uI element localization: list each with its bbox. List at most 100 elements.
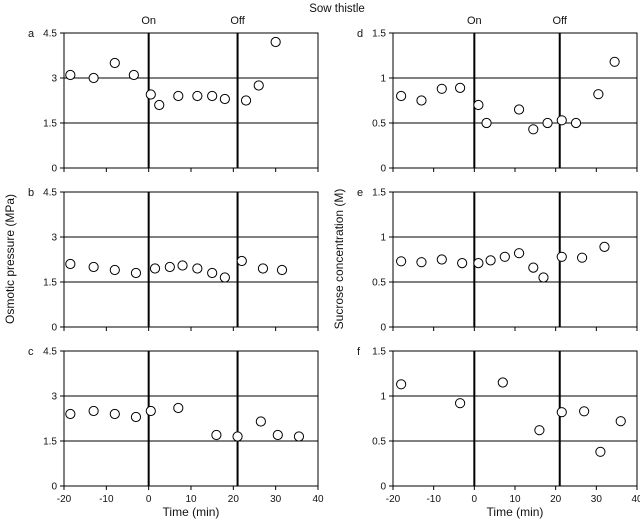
y-tick-label: 1.5	[43, 278, 57, 289]
data-point	[416, 95, 427, 106]
x-tick-label: 20	[228, 494, 240, 505]
data-point	[436, 83, 447, 94]
data-point	[270, 36, 281, 48]
panel-letter: c	[28, 346, 34, 358]
y-tick-label: 0.5	[372, 278, 386, 289]
data-point	[481, 117, 492, 129]
data-point	[128, 69, 139, 81]
panel-b: 0 1.5 3 4.5 b	[28, 187, 319, 334]
panel-a: 0 1.5 3 4.5 On Off a	[28, 15, 319, 175]
data-point	[396, 256, 407, 267]
plot-frame	[63, 350, 319, 487]
data-point	[556, 115, 567, 126]
data-point	[485, 255, 496, 266]
data-point	[253, 80, 264, 91]
x-tick-label: 30	[270, 494, 282, 505]
data-point	[528, 262, 539, 273]
plot-frame	[63, 32, 319, 169]
x-tick-label: 0	[472, 494, 478, 505]
plot-frame	[63, 191, 319, 328]
data-point	[130, 267, 142, 279]
y-tick-label: 0	[51, 164, 57, 175]
data-point	[473, 258, 484, 269]
data-point	[513, 104, 525, 115]
data-point	[293, 431, 305, 442]
data-point	[473, 99, 484, 111]
data-point	[255, 416, 266, 427]
plot-frame	[392, 350, 638, 487]
data-point	[513, 248, 525, 259]
data-point	[145, 405, 156, 417]
y-tick-label: 4.5	[43, 347, 57, 358]
data-point	[65, 408, 76, 420]
y-tick-label: 1.5	[43, 119, 57, 130]
x-tick-label: -20	[57, 494, 72, 505]
data-point	[497, 377, 508, 388]
data-point	[232, 431, 243, 442]
data-point	[236, 255, 247, 267]
y-tick-label: 3	[51, 233, 57, 244]
data-point	[416, 257, 427, 268]
on-label: On	[467, 15, 482, 27]
data-point	[556, 251, 567, 262]
data-point	[211, 429, 222, 441]
y-tick-label: 1	[380, 233, 386, 244]
panel-letter: a	[28, 28, 35, 40]
data-point	[538, 272, 549, 283]
left-y-axis-label: Osmotic pressure (MPa)	[3, 194, 17, 324]
x-tick-label: 40	[312, 494, 324, 505]
data-point	[534, 425, 545, 436]
y-tick-label: 1	[380, 392, 386, 403]
x-axis-label: Time (min)	[487, 505, 544, 519]
data-point	[164, 261, 175, 273]
plot-frame	[392, 191, 638, 328]
y-tick-label: 1	[380, 74, 386, 85]
data-point	[65, 69, 76, 81]
x-tick-label: 0	[146, 494, 152, 505]
y-tick-label: 0	[380, 323, 386, 334]
data-point	[570, 117, 582, 129]
data-point	[579, 406, 590, 417]
data-point	[177, 260, 188, 271]
data-point	[192, 90, 203, 102]
y-tick-label: 3	[51, 392, 57, 403]
data-point	[149, 263, 161, 274]
data-point	[109, 57, 120, 69]
data-point	[455, 82, 466, 94]
data-point	[556, 407, 567, 418]
data-point	[528, 124, 539, 135]
plot-frame	[392, 32, 638, 169]
data-point	[130, 411, 142, 423]
data-point	[65, 258, 76, 270]
y-tick-label: 0	[51, 482, 57, 493]
y-tick-label: 0	[380, 482, 386, 493]
on-label: On	[141, 15, 156, 27]
data-point	[455, 398, 466, 409]
data-point	[615, 416, 626, 427]
data-point	[257, 263, 269, 274]
data-point	[240, 95, 252, 106]
panel-letter: f	[357, 346, 361, 358]
data-point	[272, 429, 283, 441]
y-tick-label: 4.5	[43, 29, 57, 40]
data-point	[499, 251, 510, 262]
x-tick-label: -20	[386, 494, 401, 505]
x-tick-label: 40	[631, 494, 640, 505]
data-point	[192, 263, 203, 274]
y-tick-label: 0	[380, 164, 386, 175]
data-point	[457, 258, 468, 269]
panel-f: 0 0.5 1 1.5 -20 -10 0 10 20 30 40 f Time (min)	[357, 346, 640, 519]
data-point	[595, 446, 606, 457]
y-tick-label: 3	[51, 74, 57, 85]
data-point	[145, 89, 156, 100]
data-point	[154, 99, 165, 111]
data-point	[207, 90, 218, 102]
y-tick-label: 0.5	[372, 119, 386, 130]
data-point	[173, 402, 184, 414]
y-tick-label: 1.5	[372, 29, 386, 40]
y-tick-label: 1.5	[372, 188, 386, 199]
data-point	[88, 72, 99, 84]
data-point	[109, 408, 120, 420]
